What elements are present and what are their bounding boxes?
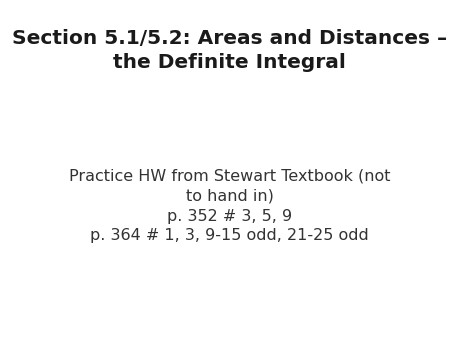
Text: Practice HW from Stewart Textbook (not
to hand in)
p. 352 # 3, 5, 9
p. 364 # 1, : Practice HW from Stewart Textbook (not t…	[69, 169, 390, 243]
Text: Section 5.1/5.2: Areas and Distances –
the Definite Integral: Section 5.1/5.2: Areas and Distances – t…	[12, 29, 447, 72]
